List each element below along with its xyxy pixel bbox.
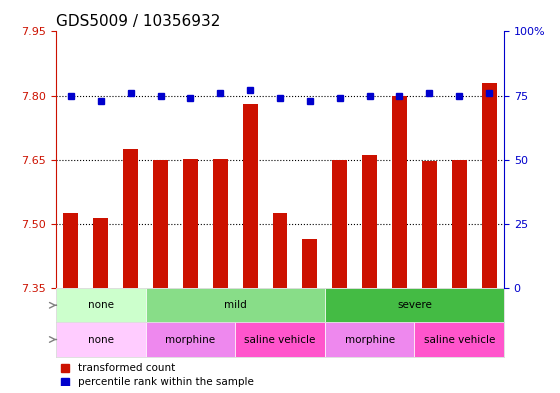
FancyBboxPatch shape xyxy=(146,288,325,322)
Bar xyxy=(213,159,228,288)
FancyBboxPatch shape xyxy=(325,288,504,322)
FancyBboxPatch shape xyxy=(414,322,504,356)
Text: saline vehicle: saline vehicle xyxy=(244,334,316,345)
Bar xyxy=(94,218,108,288)
Text: severe: severe xyxy=(397,300,432,310)
Bar xyxy=(332,160,347,288)
Bar xyxy=(392,95,407,288)
FancyBboxPatch shape xyxy=(56,288,146,322)
Bar xyxy=(482,83,497,288)
Text: none: none xyxy=(88,300,114,310)
Bar xyxy=(242,104,258,288)
Text: GDS5009 / 10356932: GDS5009 / 10356932 xyxy=(56,14,221,29)
Bar xyxy=(362,155,377,288)
FancyBboxPatch shape xyxy=(325,322,414,356)
Bar xyxy=(273,213,287,288)
FancyBboxPatch shape xyxy=(146,322,235,356)
Bar xyxy=(123,149,138,288)
Bar xyxy=(183,158,198,288)
Text: morphine: morphine xyxy=(344,334,395,345)
Bar xyxy=(302,239,318,288)
FancyBboxPatch shape xyxy=(56,322,146,356)
Text: mild: mild xyxy=(224,300,246,310)
Bar xyxy=(452,160,466,288)
Bar xyxy=(153,160,168,288)
Text: none: none xyxy=(88,334,114,345)
FancyBboxPatch shape xyxy=(235,322,325,356)
Bar xyxy=(63,213,78,288)
Text: percentile rank within the sample: percentile rank within the sample xyxy=(78,377,254,387)
Text: saline vehicle: saline vehicle xyxy=(423,334,495,345)
Text: transformed count: transformed count xyxy=(78,363,176,373)
Bar xyxy=(422,161,437,288)
Text: morphine: morphine xyxy=(165,334,216,345)
